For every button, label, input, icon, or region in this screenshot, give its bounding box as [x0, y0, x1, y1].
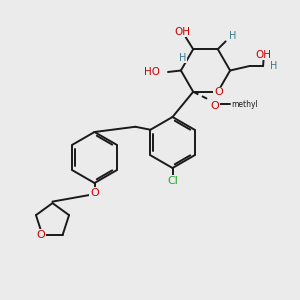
Text: O: O [90, 188, 99, 198]
Text: HO: HO [144, 67, 160, 77]
Text: O: O [210, 101, 219, 111]
Text: OH: OH [256, 50, 272, 60]
Text: H: H [229, 31, 236, 41]
Text: OH: OH [175, 27, 191, 37]
Text: Cl: Cl [167, 176, 178, 186]
Text: O: O [214, 87, 223, 98]
Text: H: H [270, 61, 277, 71]
Text: H: H [179, 53, 186, 63]
Text: O: O [36, 230, 45, 240]
Text: methyl: methyl [231, 100, 258, 109]
